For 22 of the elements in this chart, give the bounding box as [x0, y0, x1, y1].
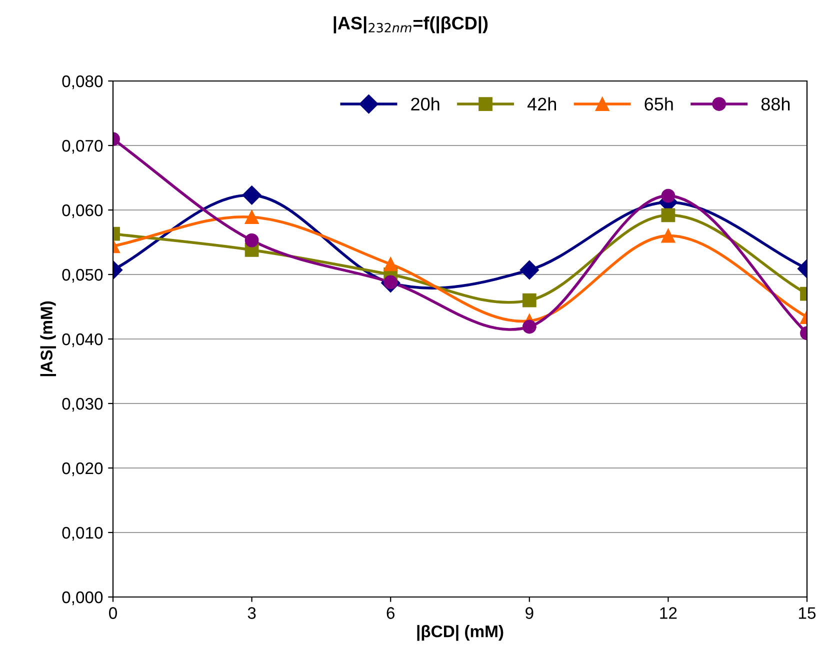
- y-tick-label: 0,080: [62, 75, 103, 90]
- legend-label: 20h: [411, 97, 440, 111]
- y-tick-label: 0,040: [62, 333, 103, 348]
- chart-title: |AS|$_{232nm}$=f(|βCD|): [334, 16, 488, 34]
- y-tick-label: 0,070: [62, 140, 103, 154]
- x-tick-label: 3: [248, 607, 256, 619]
- legend-label: 65h: [644, 97, 673, 111]
- y-tick-label: 0,030: [62, 398, 103, 412]
- x-tick-label: 0: [109, 607, 117, 619]
- x-axis-title: |βCD| (mM): [417, 625, 504, 641]
- x-tick-label: 9: [526, 607, 534, 619]
- y-tick-label: 0,000: [62, 591, 103, 606]
- legend-label: 42h: [527, 97, 556, 110]
- y-tick-label: 0,060: [62, 204, 103, 218]
- y-tick-label: 0,050: [62, 268, 103, 283]
- x-tick-label: 6: [386, 607, 394, 619]
- y-tick-label: 0,020: [62, 462, 103, 476]
- legend-label: 88h: [761, 97, 790, 111]
- y-axis-title: |AS| (mM): [40, 301, 56, 376]
- x-tick-label: 12: [660, 607, 677, 619]
- y-tick-label: 0,010: [62, 526, 103, 541]
- x-tick-label: 15: [799, 607, 816, 619]
